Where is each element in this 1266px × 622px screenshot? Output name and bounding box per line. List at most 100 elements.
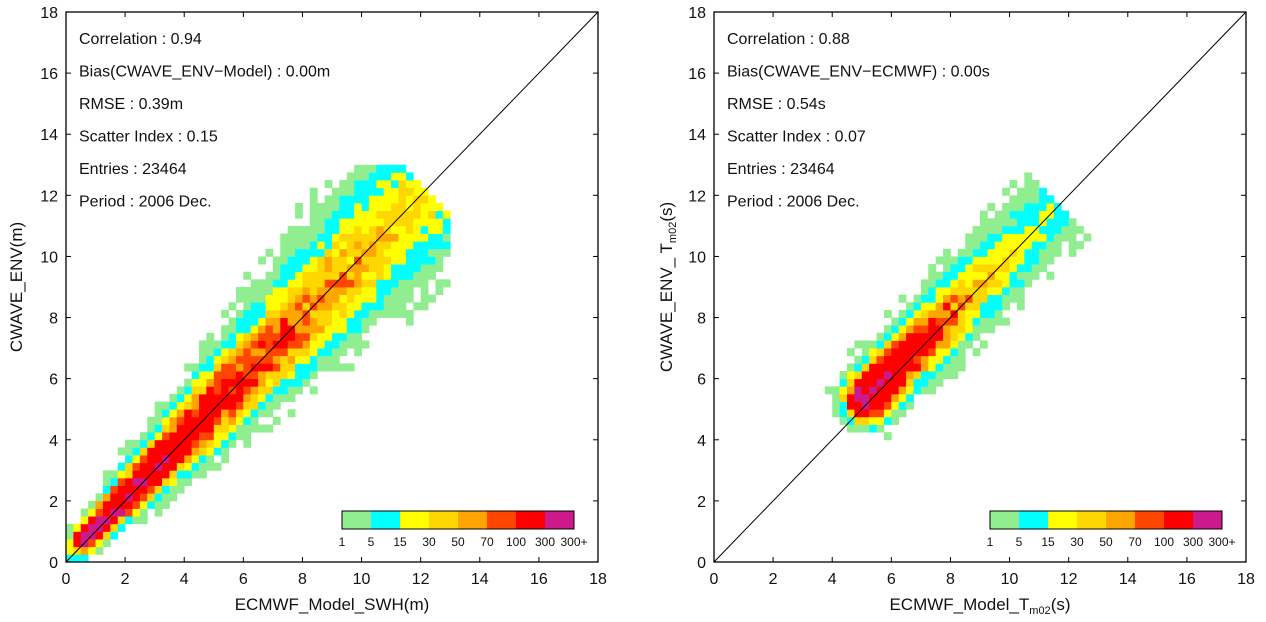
left-density-bin [162, 401, 170, 410]
right-density-bin [869, 363, 877, 372]
right-density-bin [898, 401, 907, 410]
right-density-bin [994, 271, 1003, 280]
right-density-bin [972, 248, 981, 257]
right-x-axis-label: ECMWF_Model_Tm02(s) [889, 595, 1070, 617]
left-density-bin [391, 195, 399, 204]
right-density-bin [876, 409, 885, 418]
right-density-bin [928, 348, 937, 357]
right-density-bin [972, 256, 981, 265]
left-density-bin [391, 202, 399, 212]
left-density-bin [206, 355, 215, 364]
left-density-bin [206, 371, 215, 380]
right-density-bin [906, 363, 914, 372]
right-y-tick-label: 2 [697, 494, 706, 511]
left-density-bin [295, 241, 303, 250]
left-density-bin [206, 439, 215, 448]
right-stat-line: Entries : 23464 [727, 161, 835, 178]
right-density-bin [1024, 195, 1033, 204]
left-stat-line: RMSE : 0.39m [79, 96, 183, 113]
left-density-bin [243, 355, 252, 364]
right-density-bin [980, 218, 988, 227]
right-density-bin [854, 371, 863, 380]
left-density-bin [221, 439, 229, 448]
right-density-bin [943, 279, 951, 288]
left-y-tick-label: 12 [40, 188, 58, 205]
left-density-bin [154, 447, 163, 456]
left-stat-line: Bias(CWAVE_ENV−Model) : 0.00m [79, 64, 330, 81]
left-density-bin [191, 447, 200, 456]
right-density-bin [935, 363, 944, 372]
right-density-bin [913, 386, 922, 395]
right-density-bin [824, 386, 833, 395]
right-density-bin [994, 248, 1003, 257]
left-density-bin [295, 386, 303, 395]
left-density-bin [354, 264, 362, 273]
left-density-bin [332, 187, 340, 196]
left-density-bin [324, 210, 333, 219]
right-x-tick-label: 0 [710, 571, 719, 588]
right-density-bin [1009, 225, 1018, 234]
left-density-bin [258, 363, 266, 372]
left-density-bin [405, 279, 414, 288]
left-y-tick-label: 10 [40, 249, 58, 266]
left-density-bin [147, 455, 156, 464]
right-density-bin [883, 401, 892, 410]
right-density-bin [987, 302, 996, 311]
right-density-bin [957, 332, 966, 341]
right-density-bin [943, 348, 951, 357]
right-density-bin [869, 371, 877, 380]
left-density-bin [405, 210, 414, 219]
left-density-bin [66, 546, 74, 555]
right-stat-line: RMSE : 0.54s [727, 96, 826, 113]
left-density-bin [339, 309, 348, 318]
right-density-bin [965, 264, 974, 273]
left-density-bin [154, 416, 163, 425]
left-density-bin [280, 348, 289, 357]
right-density-bin [1009, 241, 1018, 250]
left-density-bin [228, 363, 237, 372]
right-density-bin [847, 409, 855, 418]
left-density-bin [228, 424, 237, 433]
right-density-bin [935, 309, 944, 318]
left-density-bin [339, 340, 348, 349]
left-density-bin [258, 386, 266, 395]
left-density-bin [391, 279, 399, 288]
left-density-bin [442, 210, 451, 219]
left-density-bin [221, 340, 229, 349]
left-density-bin [346, 325, 355, 334]
left-density-bin [213, 416, 222, 425]
left-density-bin [309, 386, 318, 395]
right-x-tick-label: 10 [1001, 571, 1019, 588]
right-density-bin [876, 401, 885, 410]
left-density-bin [376, 202, 385, 212]
left-y-tick-label: 14 [40, 127, 58, 144]
left-density-bin [324, 225, 333, 234]
right-density-bin [913, 371, 922, 380]
left-density-bin [206, 378, 215, 387]
right-density-bin [928, 309, 937, 318]
left-density-bin [265, 325, 274, 334]
right-density-bin [1046, 241, 1055, 250]
left-density-bin [405, 317, 414, 326]
left-density-bin [176, 424, 185, 433]
right-density-bin [957, 294, 966, 303]
right-density-bin [847, 363, 855, 372]
right-density-bin [1068, 225, 1077, 234]
right-x-tick-label: 8 [946, 571, 955, 588]
right-density-bin [957, 340, 966, 349]
left-density-bin [324, 218, 333, 227]
right-density-bin [950, 271, 959, 280]
left-density-bin [405, 180, 414, 189]
right-density-bin [876, 332, 885, 341]
right-density-bin [965, 233, 974, 242]
left-density-bin [272, 416, 281, 425]
left-density-bin [132, 516, 141, 525]
left-density-bin [184, 455, 193, 464]
left-density-bin [235, 287, 244, 296]
right-density-bin [1039, 248, 1047, 257]
left-density-bin [295, 264, 303, 273]
right-density-bin [1016, 195, 1025, 204]
left-density-bin [383, 256, 392, 265]
left-density-bin [398, 248, 407, 257]
left-density-bin [265, 279, 274, 288]
